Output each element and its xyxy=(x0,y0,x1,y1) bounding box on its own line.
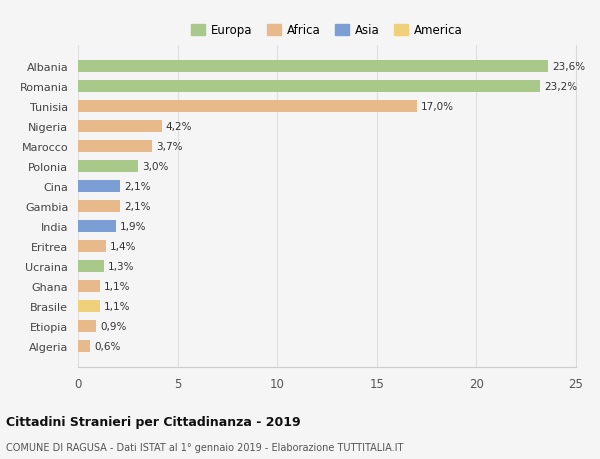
Text: 4,2%: 4,2% xyxy=(166,122,192,132)
Text: 3,7%: 3,7% xyxy=(155,141,182,151)
Bar xyxy=(78,121,161,133)
Text: 2,1%: 2,1% xyxy=(124,202,151,212)
Bar xyxy=(78,241,106,252)
Text: 23,6%: 23,6% xyxy=(552,62,585,72)
Bar xyxy=(78,80,540,93)
Bar xyxy=(78,280,100,292)
Text: COMUNE DI RAGUSA - Dati ISTAT al 1° gennaio 2019 - Elaborazione TUTTITALIA.IT: COMUNE DI RAGUSA - Dati ISTAT al 1° genn… xyxy=(6,442,403,452)
Text: 1,4%: 1,4% xyxy=(110,241,136,252)
Bar xyxy=(78,261,104,273)
Text: 1,1%: 1,1% xyxy=(104,302,130,312)
Bar xyxy=(78,101,416,112)
Text: 0,6%: 0,6% xyxy=(94,341,121,352)
Bar xyxy=(78,161,138,173)
Text: 3,0%: 3,0% xyxy=(142,162,168,172)
Legend: Europa, Africa, Asia, America: Europa, Africa, Asia, America xyxy=(187,20,467,42)
Bar xyxy=(78,221,116,233)
Text: 23,2%: 23,2% xyxy=(544,82,577,91)
Text: 2,1%: 2,1% xyxy=(124,182,151,191)
Text: 1,1%: 1,1% xyxy=(104,281,130,291)
Bar xyxy=(78,301,100,313)
Bar xyxy=(78,180,120,192)
Bar xyxy=(78,140,152,152)
Bar xyxy=(78,201,120,213)
Text: Cittadini Stranieri per Cittadinanza - 2019: Cittadini Stranieri per Cittadinanza - 2… xyxy=(6,415,301,428)
Bar xyxy=(78,320,96,333)
Bar xyxy=(78,61,548,73)
Text: 17,0%: 17,0% xyxy=(421,101,454,112)
Text: 0,9%: 0,9% xyxy=(100,322,126,331)
Text: 1,3%: 1,3% xyxy=(108,262,134,272)
Bar xyxy=(78,341,90,353)
Text: 1,9%: 1,9% xyxy=(120,222,146,231)
